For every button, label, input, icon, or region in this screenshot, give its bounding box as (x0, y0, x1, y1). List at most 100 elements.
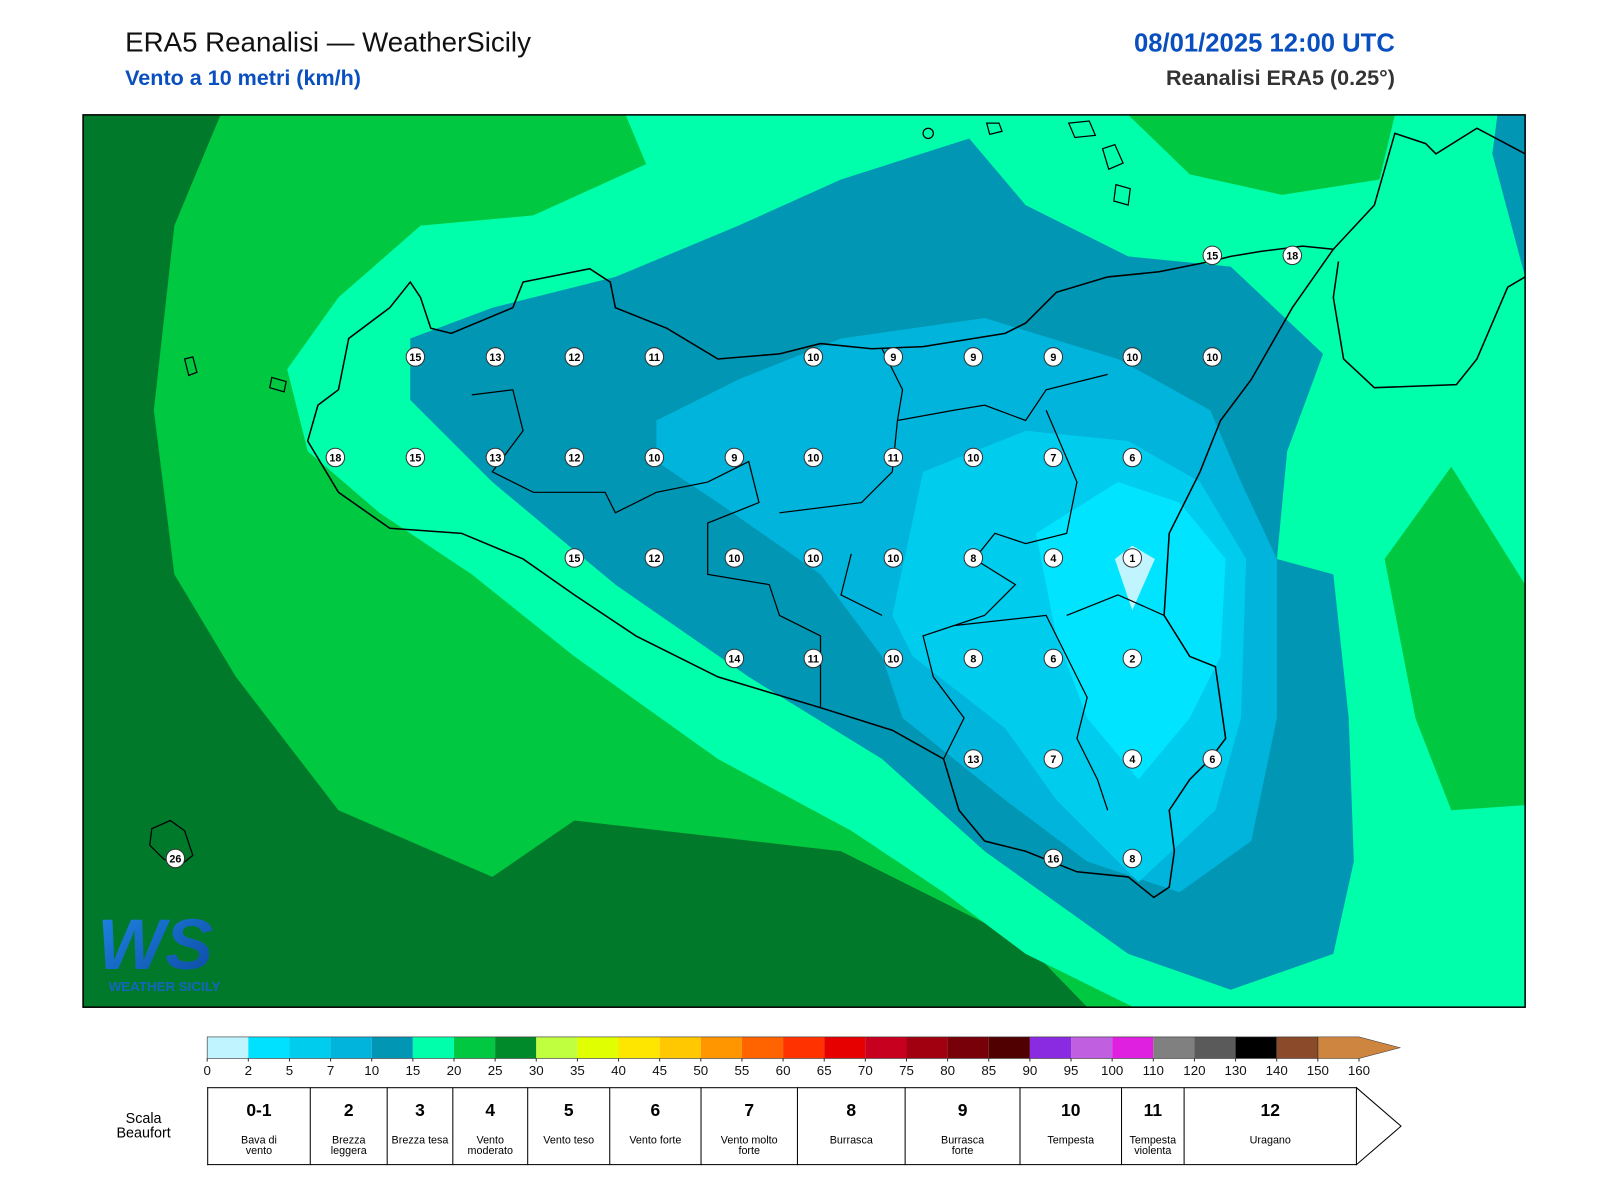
station-value: 9 (731, 453, 737, 465)
station-value: 15 (409, 352, 421, 364)
datetime: 08/01/2025 12:00 UTC (1134, 28, 1395, 58)
station-value: 2 (1129, 654, 1135, 666)
colorbar-tick-label: 65 (817, 1063, 832, 1078)
station-marker (803, 347, 824, 367)
colorbar: 0 2 5 7 10 15 20 25 30 35 40 45 50 55 60 65 70 75 80 85 90 95… (203, 1036, 1402, 1078)
beaufort-force: 9 (957, 1100, 968, 1120)
islands (149, 120, 1131, 865)
colorbar-segment (824, 1036, 866, 1059)
station-value: 12 (648, 553, 660, 565)
station-value: 10 (887, 553, 899, 565)
logo-text: WS (97, 905, 213, 985)
beaufort-force: 4 (485, 1100, 496, 1120)
station-marker (1202, 347, 1223, 367)
station-value: 15 (409, 453, 421, 465)
station-value: 10 (807, 553, 819, 565)
station-value: 18 (329, 453, 341, 465)
beaufort-description: Tempesta (1047, 1134, 1095, 1147)
station-marker (1043, 749, 1064, 769)
beaufort-description: Brezza tesa (391, 1134, 449, 1147)
station-marker (963, 447, 984, 468)
colorbar-segment (371, 1036, 413, 1059)
beaufort-force: 12 (1260, 1100, 1280, 1120)
station-marker (564, 548, 585, 568)
colorbar-tick-label: 150 (1307, 1063, 1329, 1078)
station-value: 10 (648, 453, 660, 465)
station-marker (564, 447, 585, 468)
beaufort-cell: 11 Tempesta violenta (1121, 1087, 1184, 1166)
province-borders (471, 348, 1165, 811)
colorbar-segment (1153, 1036, 1195, 1059)
beaufort-force: 11 (1143, 1100, 1163, 1120)
subtitle: Vento a 10 metri (km/h) (125, 66, 361, 91)
colorbar-tick-label: 80 (940, 1063, 955, 1078)
beaufort-cell: 7 Vento molto forte (700, 1087, 797, 1166)
station-value: 4 (1050, 553, 1056, 565)
beaufort-description: Vento molto forte (720, 1134, 778, 1157)
station-value: 8 (970, 654, 976, 666)
beaufort-cell: 10 Tempesta (1019, 1087, 1122, 1166)
station-value: 12 (568, 352, 580, 364)
station-value: 12 (568, 453, 580, 465)
colorbar-segment (783, 1036, 825, 1059)
station-value: 18 (1286, 250, 1298, 262)
station-marker (165, 848, 186, 869)
colorbar-tick-label: 30 (529, 1063, 544, 1078)
field-green (1384, 466, 1526, 811)
station-marker (883, 548, 904, 568)
field-bright-cyan (1035, 482, 1226, 780)
station-value: 7 (1050, 754, 1056, 766)
station-value: 10 (728, 553, 740, 565)
colorbar-tick-label: 90 (1022, 1063, 1037, 1078)
station-marker (724, 548, 745, 568)
station-marker (485, 447, 506, 468)
field-teal (1492, 114, 1526, 277)
colorbar-segment (412, 1036, 454, 1059)
station-marker (405, 347, 426, 367)
station-value: 9 (890, 352, 896, 364)
colorbar-segment (700, 1036, 742, 1059)
station-value: 13 (489, 352, 501, 364)
beaufort-description: Burrasca forte (941, 1134, 985, 1157)
station-marker (1043, 548, 1064, 568)
colorbar-tick-label: 15 (405, 1063, 420, 1078)
beaufort-description: Brezza leggera (330, 1134, 367, 1157)
station-marker (803, 548, 824, 568)
colorbar-tick-label: 7 (327, 1063, 334, 1078)
beaufort-cell: 0-1 Bava di vento (207, 1087, 310, 1166)
station-marker (1043, 447, 1064, 468)
station-value: 10 (887, 654, 899, 666)
station-value: 6 (1050, 654, 1056, 666)
station-marker (883, 648, 904, 669)
colorbar-tick-label: 2 (245, 1063, 252, 1078)
station-marker (644, 447, 665, 468)
colorbar-segment (947, 1036, 989, 1059)
station-marker (963, 548, 984, 568)
colorbar-tick-label: 110 (1143, 1063, 1164, 1078)
map-frame (82, 114, 1526, 1008)
colorbar-segment (1071, 1036, 1113, 1059)
beaufort-cell: 6 Vento forte (609, 1087, 701, 1166)
beaufort-cell: 4 Vento moderato (452, 1087, 528, 1166)
station-marker (485, 347, 506, 367)
station-value: 6 (1209, 754, 1215, 766)
station-marker (1122, 648, 1143, 669)
station-marker (883, 447, 904, 468)
station-marker (803, 447, 824, 468)
beaufort-description: Vento moderato (467, 1134, 513, 1157)
colorbar-segment (741, 1036, 784, 1059)
colorbar-segment (1029, 1036, 1072, 1059)
beaufort-description: Burrasca (829, 1134, 873, 1147)
station-value: 10 (1126, 352, 1138, 364)
beaufort-description: Vento forte (629, 1134, 682, 1147)
colorbar-tick-label: 10 (364, 1063, 379, 1078)
colorbar-segment (495, 1036, 537, 1059)
station-marker (1122, 749, 1143, 769)
station-value: 11 (649, 352, 660, 364)
beaufort-force: 6 (650, 1100, 661, 1120)
beaufort-force: 10 (1061, 1100, 1081, 1120)
colorbar-tick-label: 85 (981, 1063, 996, 1078)
station-value: 10 (967, 453, 979, 465)
colorbar-tick-label: 100 (1101, 1063, 1123, 1078)
